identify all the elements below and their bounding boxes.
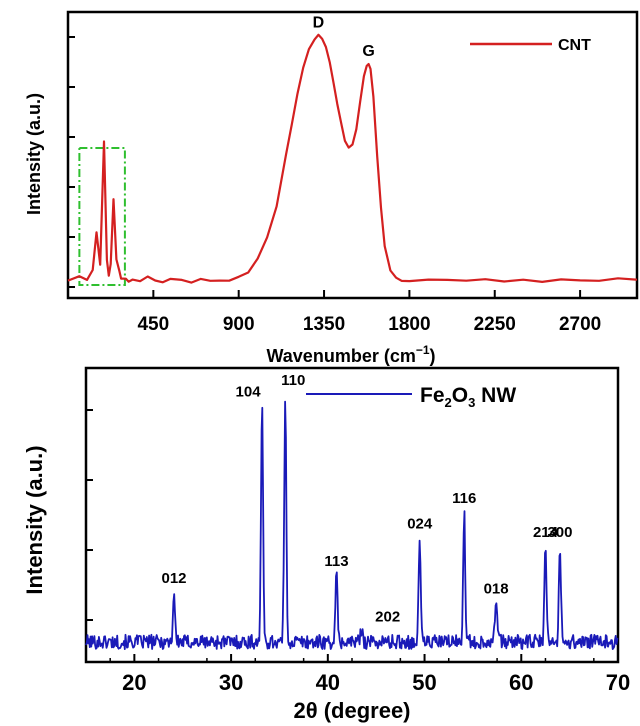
raman-x-tick-label: 2700 xyxy=(559,314,601,335)
raman-x-tick-label: 1800 xyxy=(388,314,430,335)
raman-x-ticks: 450 900 1350 1800 2250 2700 xyxy=(137,290,601,335)
xrd-legend-label: Fe2O3 NW xyxy=(420,384,516,410)
raman-highlight-box xyxy=(78,147,126,286)
xrd-peak-label: 104 xyxy=(236,384,262,401)
raman-peak-annotation: G xyxy=(362,43,374,60)
xrd-peak-label: 214 xyxy=(533,524,559,541)
xrd-x-ticks: 20 30 40 50 60 70 xyxy=(109,654,630,695)
xrd-series-line xyxy=(85,400,619,650)
xrd-legend-label-o: O xyxy=(452,384,468,407)
xrd-legend-label-sub3: 3 xyxy=(468,395,475,410)
raman-x-tick-label: 900 xyxy=(223,314,255,335)
raman-x-axis-title-close: ) xyxy=(430,346,436,366)
xrd-peak-label: 300 xyxy=(547,524,572,541)
xrd-legend-label-nw: NW xyxy=(475,384,516,407)
xrd-plot-frame xyxy=(84,366,620,664)
raman-peak-annotation: D xyxy=(313,14,325,31)
xrd-chart: 20 30 40 50 60 70 012 104 110 113 202 024 116 018 214… xyxy=(22,366,630,723)
xrd-x-tick-label: 50 xyxy=(412,670,436,695)
xrd-peak-label: 202 xyxy=(375,609,400,626)
xrd-x-axis-title: 2θ (degree) xyxy=(293,698,410,723)
raman-series-line xyxy=(67,33,638,284)
raman-legend-label: CNT xyxy=(558,37,591,54)
xrd-peak-label: 110 xyxy=(281,372,305,389)
xrd-peak-label: 018 xyxy=(484,581,509,598)
xrd-y-ticks xyxy=(86,409,93,621)
xrd-peak-label: 113 xyxy=(324,553,348,570)
xrd-legend-label-fe: Fe xyxy=(420,384,445,407)
xrd-x-tick-label: 30 xyxy=(219,670,243,695)
xrd-peak-label: 024 xyxy=(407,516,433,533)
raman-y-axis-title: Intensity (a.u.) xyxy=(24,93,44,215)
raman-chart: 450 900 1350 1800 2250 2700 DG CNT Intensity … xyxy=(24,10,639,366)
raman-y-ticks xyxy=(68,36,75,288)
xrd-peak-label: 116 xyxy=(452,490,476,507)
raman-x-tick-label: 450 xyxy=(137,314,169,335)
xrd-legend-label-sub2: 2 xyxy=(445,395,452,410)
raman-plot-frame xyxy=(66,10,639,300)
raman-x-tick-label: 1350 xyxy=(303,314,345,335)
xrd-peak-label: 012 xyxy=(162,570,187,587)
xrd-x-tick-label: 40 xyxy=(316,670,340,695)
raman-x-tick-label: 2250 xyxy=(474,314,516,335)
xrd-x-tick-label: 70 xyxy=(606,670,630,695)
raman-x-axis-title-sup: −1 xyxy=(416,343,430,357)
xrd-x-tick-label: 20 xyxy=(122,670,146,695)
raman-x-axis-title-base: Wavenumber (cm xyxy=(266,346,415,366)
raman-annotations: DG xyxy=(313,14,375,60)
raman-x-axis-title: Wavenumber (cm−1) xyxy=(266,343,435,366)
xrd-x-tick-label: 60 xyxy=(509,670,533,695)
xrd-y-axis-title: Intensity (a.u.) xyxy=(22,445,47,594)
